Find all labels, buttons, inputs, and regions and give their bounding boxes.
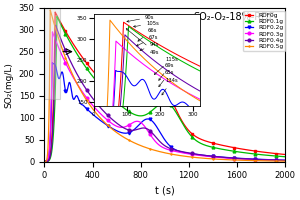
RDF0.1g <box>157 103 161 106</box>
RDF0.1g <box>264 154 268 156</box>
Legend: RDF0g, RDF0.1g, RDF0.2g, RDF0.3g, RDF0.4g, RDF0.5g: RDF0g, RDF0.1g, RDF0.2g, RDF0.3g, RDF0.4… <box>243 11 285 51</box>
RDF0.2g <box>144 118 147 121</box>
RDF0g <box>264 151 268 154</box>
Y-axis label: SO₂(mg/L): SO₂(mg/L) <box>4 62 13 108</box>
Line: RDF0.5g: RDF0.5g <box>43 8 287 163</box>
RDF0.2g <box>276 159 280 161</box>
Line: RDF0.1g: RDF0.1g <box>43 15 287 163</box>
RDF0.3g <box>284 159 287 162</box>
RDF0g <box>144 91 147 93</box>
RDF0.4g <box>218 156 221 158</box>
RDF0.5g <box>264 160 268 162</box>
RDF0.3g <box>276 159 280 162</box>
Line: RDF0.3g: RDF0.3g <box>43 30 287 163</box>
RDF0.1g <box>218 148 221 150</box>
RDF0g <box>276 153 280 155</box>
RDF0.3g <box>144 127 147 129</box>
RDF0.4g <box>264 159 268 161</box>
RDF0.4g <box>276 159 280 161</box>
RDF0g <box>43 160 46 163</box>
RDF0.1g <box>55 15 59 18</box>
RDF0.4g <box>54 24 57 26</box>
RDF0.3g <box>264 159 268 161</box>
RDF0.4g <box>146 128 149 130</box>
RDF0.2g <box>50 61 54 64</box>
RDF0.1g <box>146 113 149 115</box>
RDF0.2g <box>43 160 46 163</box>
RDF0.1g <box>144 114 147 116</box>
RDF0.2g <box>218 156 221 158</box>
RDF0.5g <box>218 158 221 161</box>
RDF0.4g <box>284 159 287 162</box>
Bar <box>44 8 60 99</box>
RDF0g <box>284 153 287 156</box>
RDF0.3g <box>43 160 46 163</box>
RDF0.3g <box>218 156 221 159</box>
RDF0.2g <box>157 129 161 132</box>
X-axis label: t (s): t (s) <box>155 186 175 196</box>
RDF0.1g <box>43 160 46 163</box>
RDF0g <box>157 82 161 85</box>
RDF0.3g <box>157 144 161 146</box>
RDF0.5g <box>284 160 287 162</box>
RDF0.3g <box>146 129 149 132</box>
RDF0.1g <box>284 156 287 158</box>
RDF0g <box>218 143 221 146</box>
RDF0.5g <box>157 150 161 153</box>
RDF0.2g <box>264 158 268 161</box>
RDF0.4g <box>43 160 46 163</box>
RDF0g <box>146 89 149 91</box>
RDF0.5g <box>144 146 147 149</box>
RDF0.4g <box>144 127 147 129</box>
Line: RDF0.4g: RDF0.4g <box>43 24 287 163</box>
RDF0.2g <box>284 159 287 161</box>
RDF0.4g <box>157 139 161 142</box>
RDF0.2g <box>146 118 149 120</box>
RDF0.3g <box>51 31 54 33</box>
RDF0g <box>53 11 57 13</box>
RDF0.5g <box>43 160 46 163</box>
RDF0.1g <box>276 155 280 157</box>
RDF0.5g <box>276 160 280 162</box>
RDF0.5g <box>48 9 52 11</box>
RDF0.5g <box>146 147 149 149</box>
Text: SO₂-O₂-18%-RDF: SO₂-O₂-18%-RDF <box>194 12 275 22</box>
Line: RDF0.2g: RDF0.2g <box>43 61 287 163</box>
Line: RDF0g: RDF0g <box>43 11 287 163</box>
